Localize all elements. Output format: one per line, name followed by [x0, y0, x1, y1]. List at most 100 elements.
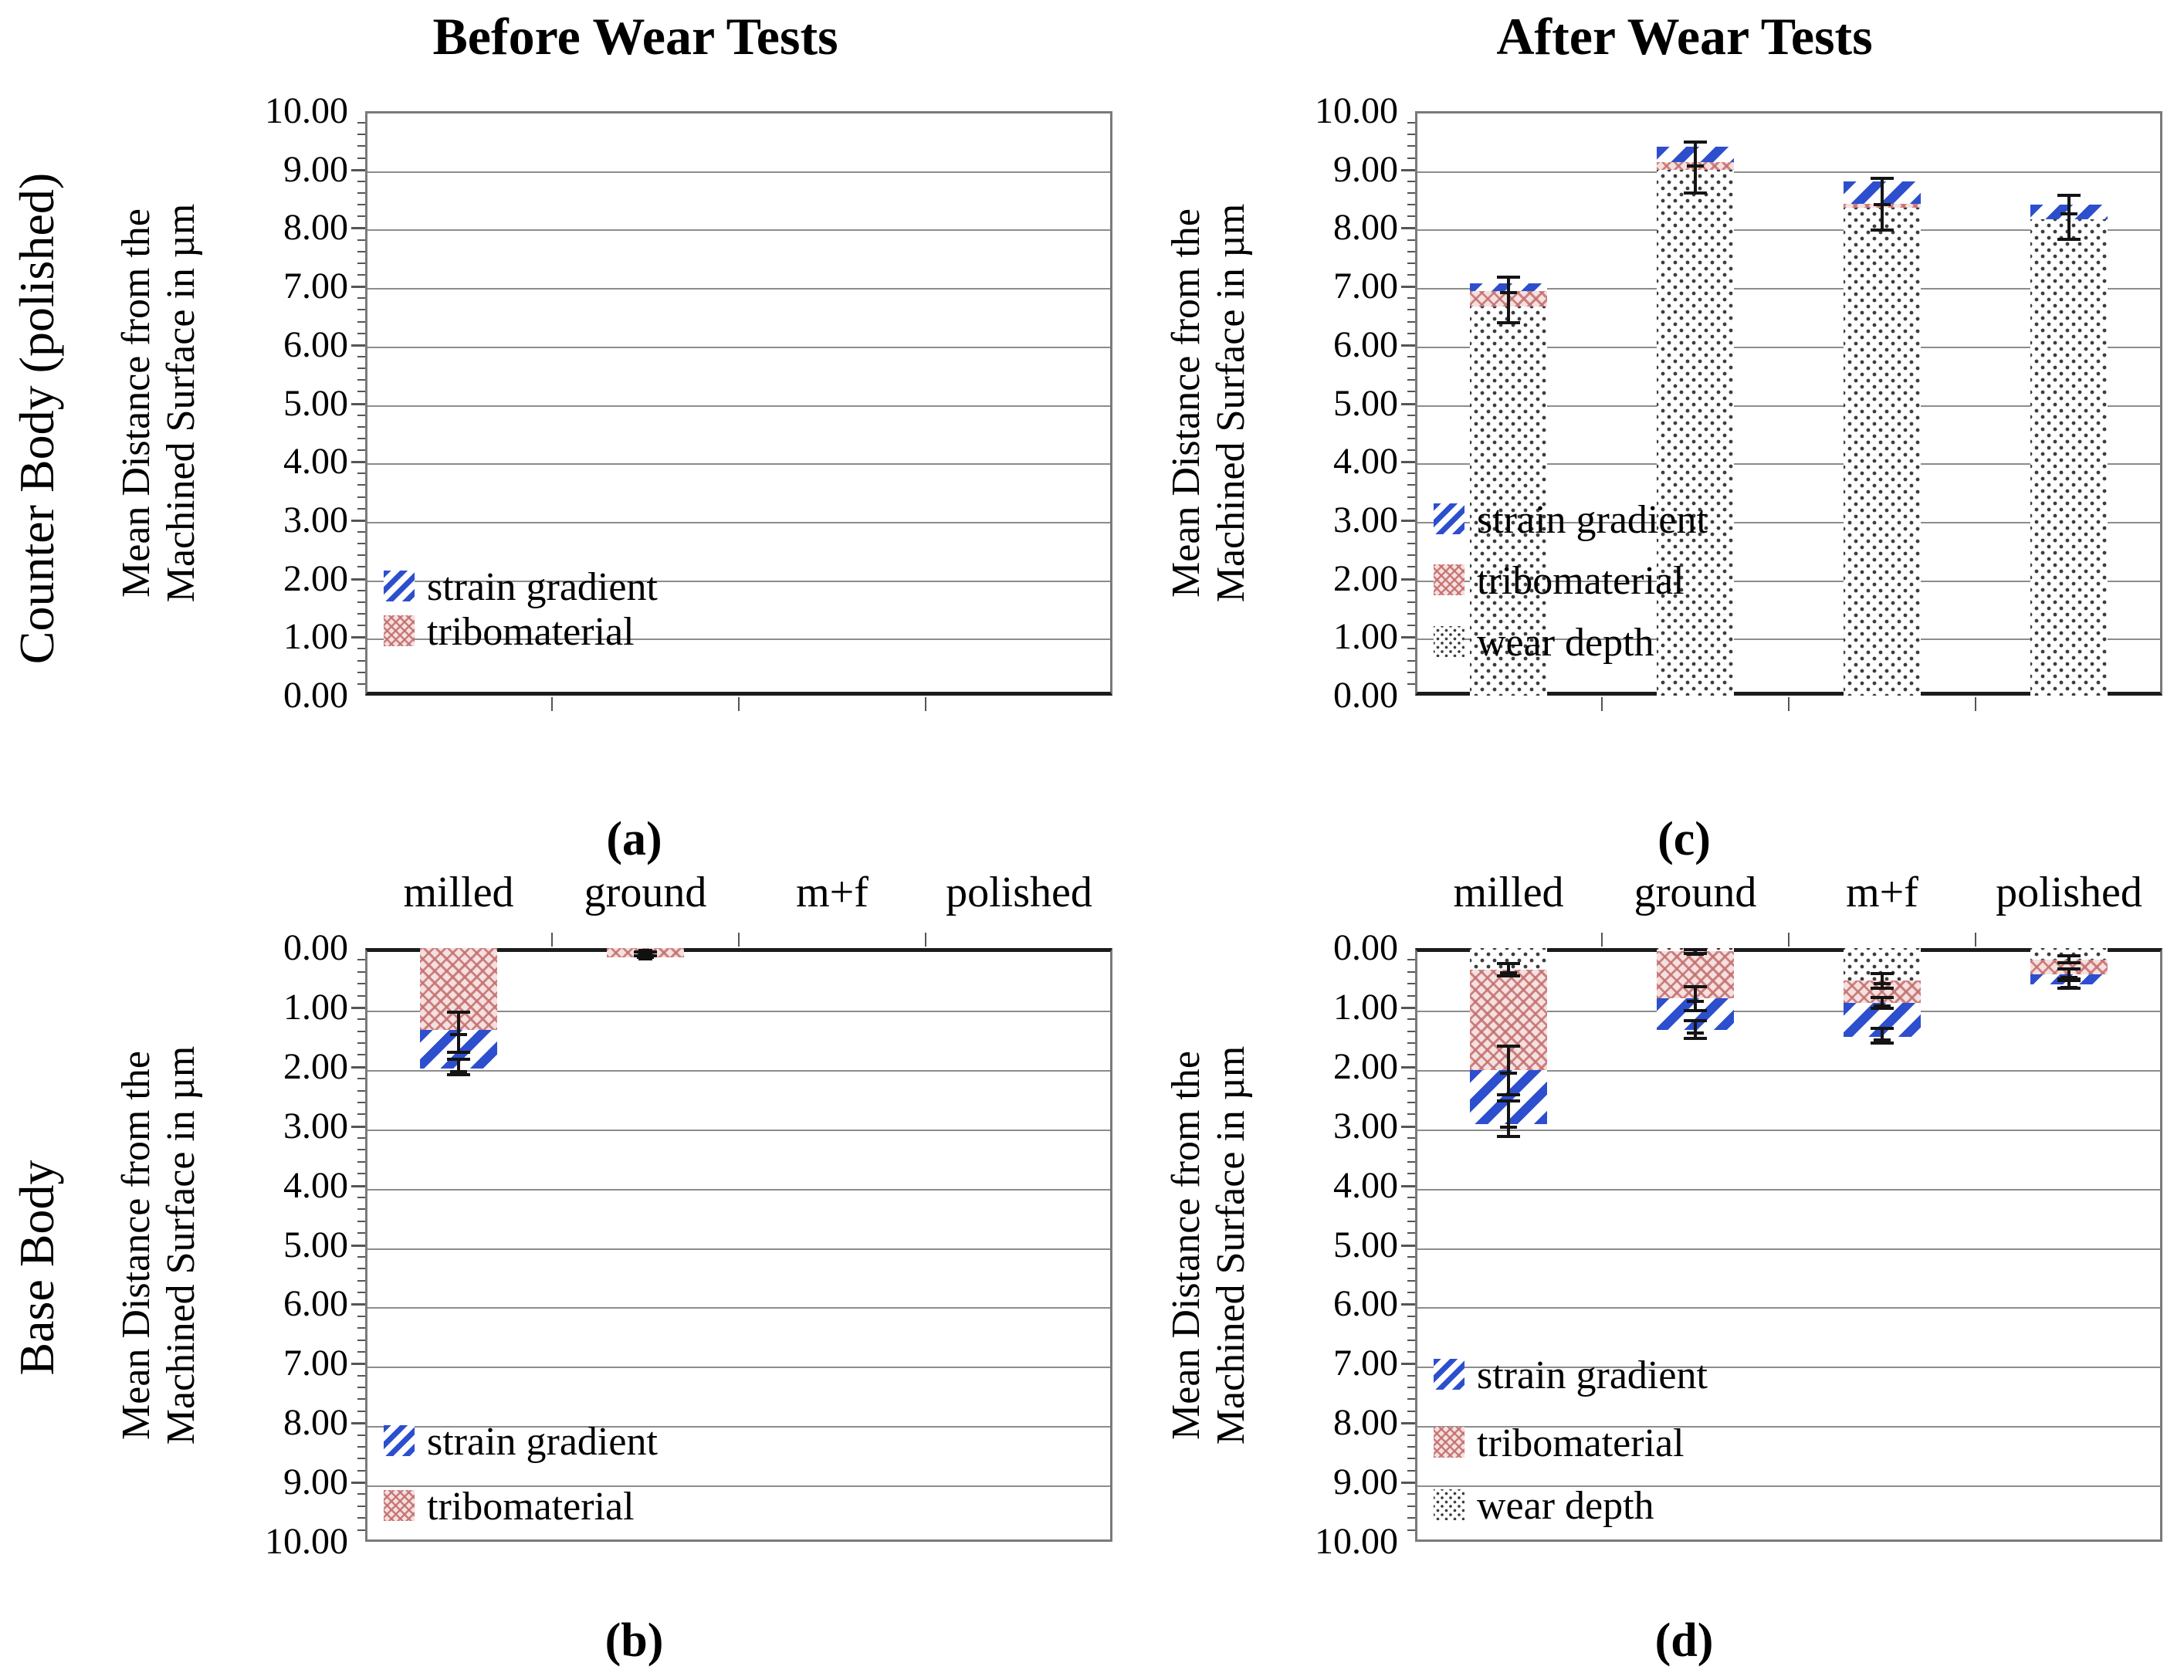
chart-b-minor-tick: [357, 1054, 365, 1056]
chart-d-legend-label-wear: wear depth: [1477, 1483, 1654, 1528]
chart-d-ytick-label: 7.00: [1333, 1343, 1398, 1384]
chart-a-major-tick: [351, 519, 365, 522]
chart-d-minor-tick: [1407, 1232, 1415, 1235]
chart-a-ytick-label: 8.00: [283, 207, 348, 249]
chart-b-minor-tick: [357, 1469, 365, 1472]
chart-c-minor-tick: [1407, 589, 1415, 591]
chart-c-minor-tick: [1407, 122, 1415, 124]
chart-b-minor-tick: [357, 1493, 365, 1495]
chart-d-ytick-label: 10.00: [1315, 1521, 1398, 1562]
chart-c-ytick-label: 8.00: [1333, 207, 1398, 249]
caption-a: (a): [606, 813, 662, 865]
chart-c-legend-label-wear: wear depth: [1477, 620, 1654, 665]
chart-c-ytick-label: 1.00: [1333, 616, 1398, 658]
chart-a-ytick-label: 1.00: [283, 616, 348, 658]
chart-a-legend-label-tribo: tribomaterial: [427, 610, 635, 655]
chart-d-minor-tick: [1407, 1268, 1415, 1270]
chart-d-minor-tick: [1407, 1398, 1415, 1401]
chart-b-ytick-label: 10.00: [265, 1521, 348, 1562]
chart-d-minor-tick: [1407, 1434, 1415, 1436]
chart-c-errorbar-line: [1694, 143, 1697, 192]
chart-a-legend-label-strain: strain gradient: [427, 564, 658, 609]
chart-d-major-tick: [1401, 1184, 1415, 1187]
chart-b-minor-tick: [357, 1387, 365, 1389]
chart-c-errorbar-milled: [1497, 276, 1520, 325]
chart-c-errorbar-m+f: [1871, 176, 1894, 232]
chart-c-minor-tick: [1407, 320, 1415, 323]
chart-d-minor-tick: [1407, 1505, 1415, 1507]
chart-b-gridline: [367, 1426, 1110, 1428]
chart-c-minor-tick: [1407, 613, 1415, 615]
chart-b-errorbar-center-tick: [450, 1070, 467, 1074]
chart-a-major-tick: [351, 636, 365, 639]
chart-b-major-tick: [351, 1184, 365, 1187]
chart-c-minor-tick: [1407, 145, 1415, 147]
chart-d-errorbar-milled: [1497, 1099, 1520, 1139]
chart-b-errorbar-center-tick: [450, 1032, 467, 1036]
chart-d-errorbar-polished: [2057, 954, 2081, 964]
chart-d-minor-tick: [1407, 1220, 1415, 1222]
chart-c-minor-tick: [1407, 601, 1415, 603]
chart-d-ytick-label: 1.00: [1333, 986, 1398, 1028]
chart-b-legend-label-tribo: tribomaterial: [427, 1485, 635, 1529]
chart-c-ytick-label: 6.00: [1333, 323, 1398, 365]
chart-a-ytick-label: 3.00: [283, 499, 348, 540]
chart-a-minor-tick: [357, 601, 365, 603]
chart-d-gridline: [1417, 1307, 2160, 1309]
chart-b-category-label-ground: ground: [584, 869, 707, 916]
chart-d-bar-m+f-wear-segment: [1844, 948, 1921, 981]
chart-c-minor-tick: [1407, 368, 1415, 370]
chart-b-ytick-label: 6.00: [283, 1283, 348, 1325]
chart-c-major-tick: [1401, 286, 1415, 289]
chart-a-ytick-label: 10.00: [265, 90, 348, 131]
chart-c-minor-tick: [1407, 543, 1415, 545]
chart-d-errorbar-line: [1507, 1047, 1510, 1094]
chart-d-legend-item-strain: strain gradient: [1434, 1355, 1804, 1396]
chart-d-errorbar-center-tick: [1874, 982, 1891, 986]
chart-b-minor-tick: [357, 1327, 365, 1329]
chart-a-minor-tick: [357, 273, 365, 276]
chart-d-ytick-label: 0.00: [1333, 927, 1398, 968]
chart-b-legend-item-strain: strain gradient: [384, 1419, 754, 1464]
chart-b-major-tick: [351, 1482, 365, 1485]
chart-b-gridline: [367, 1069, 1110, 1072]
tribo-swatch-icon: [384, 615, 415, 647]
chart-c-minor-tick: [1407, 134, 1415, 136]
caption-b: (b): [604, 1614, 664, 1667]
caption-c: (c): [1657, 813, 1711, 865]
chart-c-minor-tick: [1407, 332, 1415, 334]
chart-a-minor-tick: [357, 543, 365, 545]
chart-d-ytick-label: 2.00: [1333, 1045, 1398, 1087]
chart-c-major-tick: [1401, 227, 1415, 230]
chart-b-minor-tick: [357, 1113, 365, 1116]
chart-d-ytick-label: 6.00: [1333, 1283, 1398, 1325]
chart-b-minor-tick: [357, 1529, 365, 1531]
strain-swatch-icon: [1434, 1358, 1464, 1390]
chart-c-minor-tick: [1407, 507, 1415, 510]
y-axis-title-line1: Mean Distance from the: [114, 1051, 158, 1440]
chart-a-minor-tick: [357, 625, 365, 627]
chart-d-gridline: [1417, 1069, 2160, 1072]
chart-d-category-label-polished: polished: [1996, 869, 2142, 916]
chart-a-major-tick: [351, 578, 365, 581]
chart-a-minor-tick: [357, 145, 365, 147]
chart-c-minor-tick: [1407, 414, 1415, 416]
caption-d: (d): [1654, 1614, 1714, 1667]
chart-c-minor-tick: [1407, 425, 1415, 428]
chart-a-minor-tick: [357, 554, 365, 557]
chart-a-minor-tick: [357, 215, 365, 218]
chart-b-minor-tick: [357, 1374, 365, 1377]
chart-d-major-tick: [1401, 1006, 1415, 1009]
chart-d-minor-tick: [1407, 970, 1415, 973]
strain-swatch-icon: [384, 1424, 415, 1456]
chart-b-minor-tick: [357, 1208, 365, 1211]
chart-a-minor-tick: [357, 157, 365, 159]
chart-b-legend-label-strain: strain gradient: [427, 1419, 658, 1464]
chart-b-major-tick: [351, 1065, 365, 1069]
chart-d-errorbar-line: [1507, 1102, 1510, 1136]
chart-b-minor-tick: [357, 1232, 365, 1235]
chart-c-minor-tick: [1407, 625, 1415, 627]
chart-a-minor-tick: [357, 507, 365, 510]
chart-a-gridline: [367, 288, 1110, 290]
chart-b-minor-tick: [357, 1398, 365, 1401]
